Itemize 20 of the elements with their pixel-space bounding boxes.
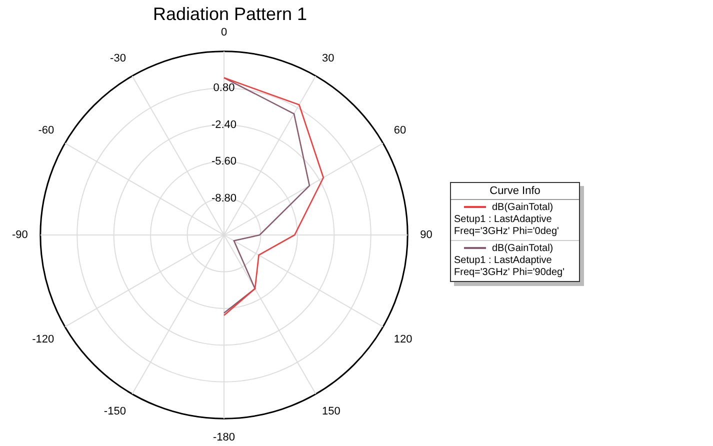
spoke-label: -30: [110, 52, 126, 65]
spoke-label: -180: [212, 432, 236, 444]
y-tick-label: -8.80: [211, 192, 237, 204]
spoke-label: 150: [322, 405, 340, 418]
spoke-label: 120: [394, 334, 412, 346]
y-tick-label: -5.60: [211, 156, 237, 168]
spoke-label: 0: [220, 26, 228, 38]
legend-label: dB(GainTotal) Setup1 : LastAdaptive Freq='3GHz' Phi='90deg': [453, 242, 566, 280]
spoke-label: -120: [32, 334, 54, 346]
spoke-label: -90: [12, 229, 28, 242]
y-tick-label: 0.80: [213, 82, 235, 94]
spoke-label: -150: [104, 405, 126, 418]
spoke-label: 90: [420, 229, 432, 242]
legend-title: Curve Info: [451, 183, 579, 200]
spoke-label: 30: [322, 52, 334, 65]
chart-title: Radiation Pattern 1: [152, 4, 308, 24]
y-tick-label: -2.40: [211, 118, 237, 131]
spoke-label: 60: [394, 124, 406, 136]
legend-label: dB(GainTotal) Setup1 : LastAdaptive Freq='3GHz' Phi='0deg': [451, 200, 579, 241]
spoke-label: -60: [38, 124, 54, 136]
